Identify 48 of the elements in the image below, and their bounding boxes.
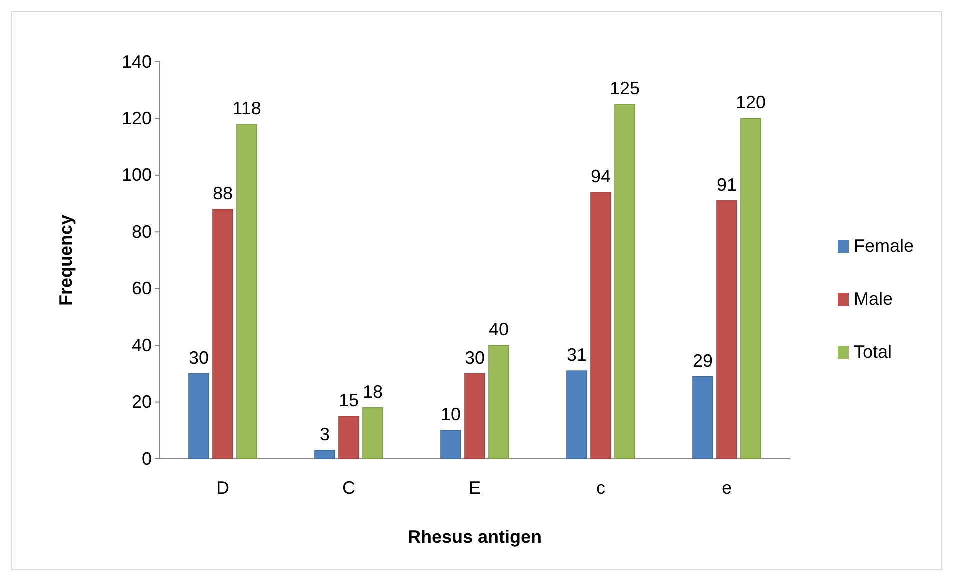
data-label: 118	[232, 98, 262, 118]
data-label: 88	[212, 183, 234, 204]
bar	[314, 450, 336, 460]
data-label: 40	[488, 320, 510, 340]
data-label: 30	[188, 348, 210, 368]
bar	[338, 416, 360, 460]
y-tick-label: 0	[142, 448, 152, 469]
bar	[566, 370, 588, 460]
bar	[614, 104, 636, 460]
bar	[590, 192, 612, 460]
y-tick-label: 140	[122, 52, 152, 72]
x-tick-label: D	[216, 478, 230, 498]
data-label: 18	[362, 382, 384, 402]
y-tick-label: 80	[132, 222, 152, 242]
bar	[716, 200, 738, 460]
data-label: 30	[464, 348, 486, 368]
data-label: 94	[590, 166, 612, 186]
x-tick-label: c	[596, 478, 606, 498]
legend-label: Total	[854, 342, 892, 362]
data-label: 29	[692, 350, 714, 371]
y-tick-label: 60	[132, 278, 152, 299]
data-label: 125	[610, 78, 640, 99]
data-label: 3	[320, 424, 330, 444]
y-tick-label: 40	[132, 335, 152, 356]
bar	[362, 408, 384, 460]
x-axis-title: Rhesus antigen	[408, 527, 542, 547]
y-tick-label: 20	[132, 392, 152, 412]
data-label: 10	[440, 404, 462, 425]
bar	[740, 118, 762, 460]
data-label: 91	[716, 174, 738, 195]
x-tick-label: E	[468, 478, 482, 498]
bar	[440, 430, 462, 460]
y-tick-label: 120	[122, 108, 152, 128]
x-tick-label: C	[342, 478, 356, 498]
y-tick-label: 100	[122, 165, 152, 186]
y-axis-title: Frequency	[56, 214, 76, 306]
data-label: 31	[566, 345, 588, 366]
bar	[212, 209, 234, 460]
legend-label: Male	[854, 289, 894, 309]
bar	[464, 374, 486, 460]
bar	[488, 345, 510, 460]
legend-label: Female	[854, 236, 914, 256]
x-tick-label: e	[722, 478, 732, 498]
data-label: 120	[736, 92, 766, 113]
bar	[692, 376, 714, 460]
bar	[188, 374, 210, 460]
bar	[236, 124, 258, 460]
data-label: 15	[338, 390, 360, 410]
